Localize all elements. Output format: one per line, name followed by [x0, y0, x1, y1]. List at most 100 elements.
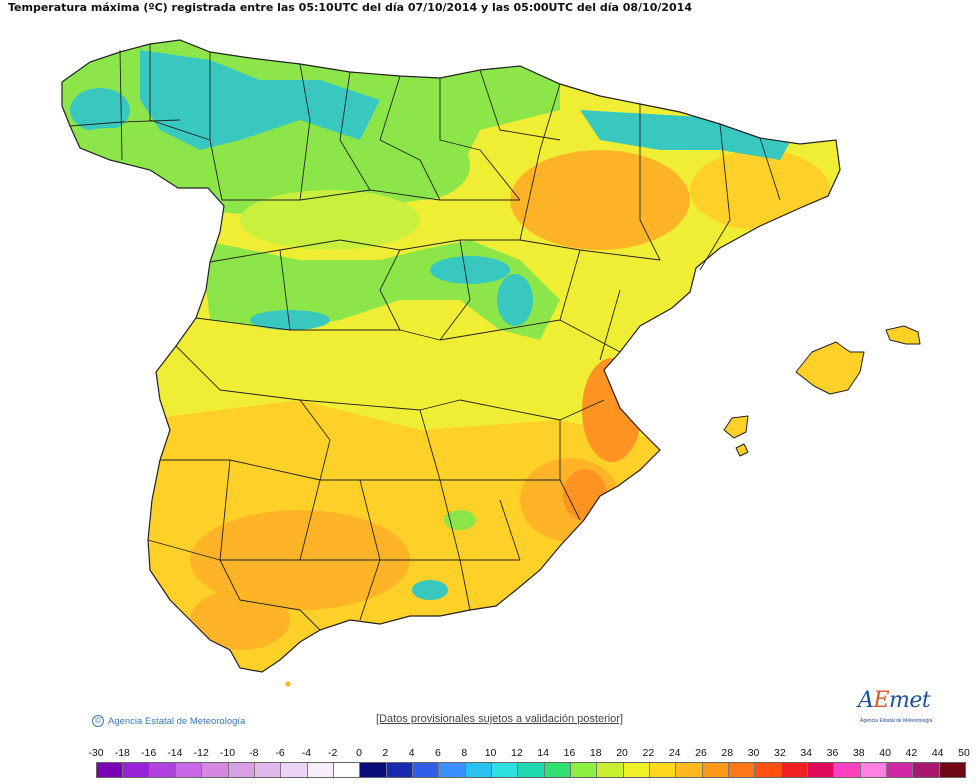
legend-label: 26 [695, 747, 707, 759]
legend-label: -14 [167, 747, 183, 759]
legend-labels: -30 -18 -16 -14 -12 -10 -8 -6 -4 -2 0 2 4 6 8 10 12 14 16 1… [88, 747, 970, 761]
legend-label: -30 [88, 747, 104, 759]
aemet-logo-subtitle: Agencia Estatal de Meteorología [860, 718, 933, 724]
legend-swatch [307, 763, 334, 777]
legend-swatch [886, 763, 914, 777]
legend-label: 36 [826, 747, 839, 759]
legend-label: -10 [219, 747, 236, 759]
ibiza [723, 415, 749, 439]
legend-swatch [939, 763, 965, 777]
legend-label: 44 [931, 747, 944, 759]
legend-label: 42 [905, 747, 918, 759]
legend-swatch [333, 763, 361, 777]
zone-galicia-teal [70, 88, 130, 132]
legend-label: 38 [852, 747, 865, 759]
zone-iberico-teal [497, 274, 533, 326]
zone-gredos-teal [250, 310, 330, 330]
legend-swatch [386, 763, 413, 777]
legend-label: 28 [721, 747, 734, 759]
ceuta-marker [285, 681, 291, 687]
legend-color-bar [96, 762, 966, 778]
zone-catalonia-amber [690, 150, 830, 230]
zone-pyrenees-teal [580, 110, 790, 160]
provisional-data-disclaimer: [Datos provisionales sujetos a validació… [376, 713, 624, 725]
legend-swatch [412, 763, 440, 777]
legend-swatch [702, 763, 729, 777]
legend-label: 30 [747, 747, 760, 759]
legend-swatch [728, 763, 756, 777]
legend-label: 50 [958, 747, 970, 759]
legend-swatch [755, 763, 782, 777]
legend-swatch [518, 763, 545, 777]
zone-sierra-nevada-teal [412, 580, 448, 600]
legend-swatch [97, 763, 124, 777]
legend-swatch [123, 763, 150, 777]
copyright-note: © Agencia Estatal de Meteorología [92, 715, 245, 727]
legend-swatch [228, 763, 255, 777]
legend-swatch [860, 763, 887, 777]
zone-burgos-green [370, 130, 470, 200]
legend-swatch [465, 763, 492, 777]
copyright-icon: © [92, 715, 104, 727]
legend-swatch [202, 763, 229, 777]
legend-label: 40 [879, 747, 891, 759]
legend-label: -6 [275, 747, 285, 759]
legend-swatch [439, 763, 466, 777]
legend-swatch [597, 763, 624, 777]
legend-label: 6 [435, 747, 441, 759]
legend-label: 0 [356, 747, 362, 759]
legend-swatch [491, 763, 519, 777]
legend-label: 22 [642, 747, 655, 759]
zone-cantabrian-teal [140, 50, 380, 150]
legend-label: 16 [563, 747, 576, 759]
formentera [735, 443, 749, 457]
copyright-text: Agencia Estatal de Meteorología [108, 715, 246, 727]
balearic-islands [723, 325, 921, 457]
zone-cadiz-orange [190, 590, 290, 650]
legend-label: 18 [589, 747, 602, 759]
mallorca [795, 341, 865, 395]
province-boundaries [69, 44, 781, 631]
legend-label: -8 [249, 747, 259, 759]
legend-swatch [544, 763, 571, 777]
legend-label: 2 [382, 747, 389, 759]
legend-swatch [649, 763, 677, 777]
legend-swatch [281, 763, 308, 777]
zone-cazorla-green [444, 510, 476, 530]
legend-swatch [360, 763, 387, 777]
aemet-logo-text: AEmet [858, 688, 931, 713]
legend-label: 20 [616, 747, 628, 759]
legend-label: -4 [301, 747, 312, 759]
legend-label: 24 [668, 747, 681, 759]
aemet-logo: AEmet Agencia Estatal de Meteorología [858, 688, 948, 732]
legend-swatch [834, 763, 861, 777]
legend-label: 34 [800, 747, 813, 759]
zone-galicia-green [65, 128, 155, 172]
legend-label: -16 [141, 747, 157, 759]
legend-label: 14 [537, 747, 549, 759]
legend-swatch [570, 763, 598, 777]
menorca [885, 325, 921, 345]
legend-label: 10 [484, 747, 497, 759]
legend-label: -2 [328, 747, 338, 759]
legend-swatch [781, 763, 808, 777]
temperature-legend: -30 -18 -16 -14 -12 -10 -8 -6 -4 -2 0 2 4 6 8 10 12 14 16 1… [88, 747, 970, 779]
legend-label: 4 [408, 747, 415, 759]
legend-swatch [807, 763, 835, 777]
zone-murcia-core [563, 469, 607, 521]
legend-swatch [676, 763, 703, 777]
zone-valencia-deep-orange [582, 358, 642, 462]
map-title: Temperatura máxima (ºC) registrada entre… [8, 1, 692, 14]
legend-swatch [623, 763, 650, 777]
legend-label: 8 [461, 747, 468, 759]
legend-swatch [913, 763, 940, 777]
zone-castilla-lime [240, 190, 420, 250]
legend-swatch [175, 763, 203, 777]
legend-label: 12 [511, 747, 523, 759]
legend-label: -12 [193, 747, 209, 759]
zone-sistema-central-teal [430, 256, 510, 284]
legend-label: -18 [114, 747, 130, 759]
legend-swatch [149, 763, 176, 777]
spain-temperature-map [61, 39, 921, 687]
legend-label: 32 [774, 747, 786, 759]
